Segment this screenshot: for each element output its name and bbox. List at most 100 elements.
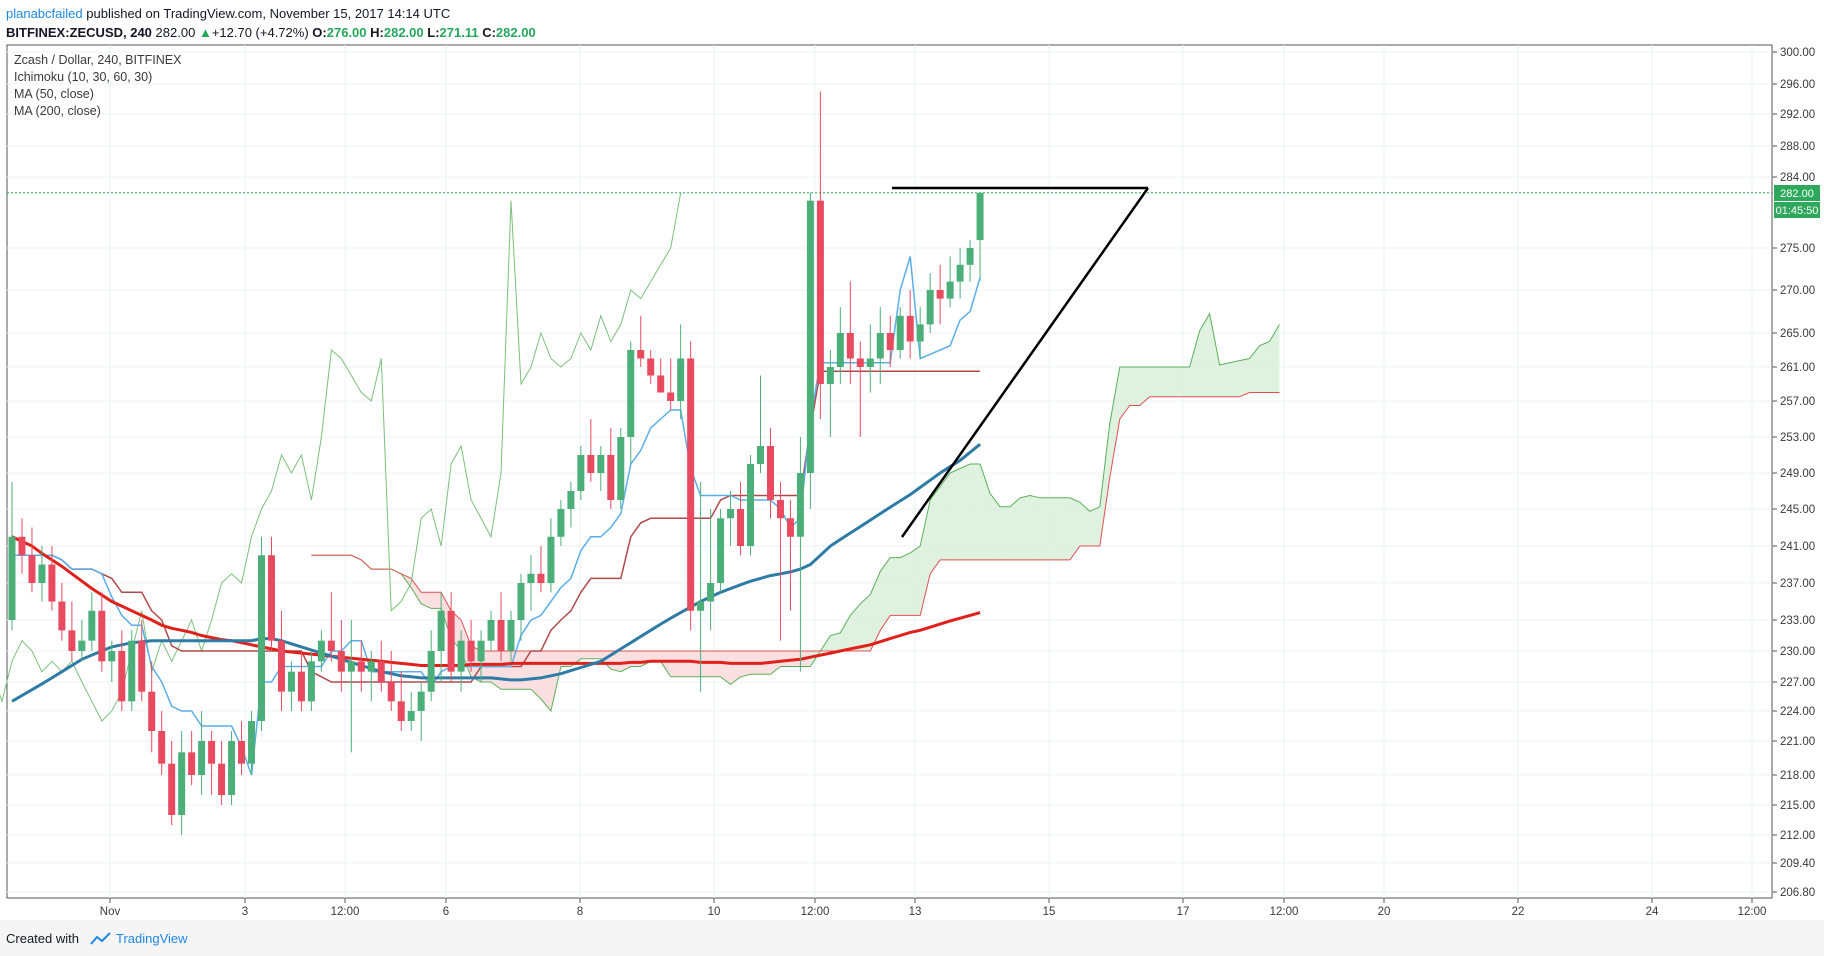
candle-body-68 xyxy=(687,358,695,611)
plot-area xyxy=(6,44,1773,899)
x-tick-label-1: 3 xyxy=(242,906,248,918)
open-value: 276.00 xyxy=(326,25,367,40)
y-tick-label-19: 221.00 xyxy=(1780,736,1815,748)
cloud-segment-13 xyxy=(431,592,442,609)
author-link[interactable]: planabcfailed xyxy=(6,6,83,21)
price-chart[interactable]: 300.00 296.00 292.00 288.00 284.00 275.00 270.… xyxy=(0,0,1824,920)
cloud-segment-82 xyxy=(1119,367,1130,419)
candle-body-69 xyxy=(697,601,705,611)
cloud-segment-75 xyxy=(1049,497,1060,560)
candle-body-5 xyxy=(58,601,66,631)
candle-body-16 xyxy=(168,763,176,815)
cloud-segment-88 xyxy=(1179,367,1190,397)
cloud-segment-94 xyxy=(1239,358,1250,397)
candle-body-36 xyxy=(367,661,375,672)
cloud-segment-96 xyxy=(1259,341,1270,393)
cloud-segment-37 xyxy=(670,651,681,677)
cloud-segment-57 xyxy=(870,571,881,651)
candle-body-13 xyxy=(138,640,146,692)
candle-body-37 xyxy=(377,661,385,682)
candle-body-87 xyxy=(876,333,884,359)
publish-line: planabcfailed published on TradingView.c… xyxy=(6,4,1816,23)
candle-body-43 xyxy=(437,610,445,651)
legend-ma50[interactable]: MA (50, close) xyxy=(14,87,94,101)
cloud-segment-90 xyxy=(1199,313,1210,397)
legend-ichimoku[interactable]: Ichimoku (10, 30, 60, 30) xyxy=(14,70,152,84)
y-tick-label-7: 265.00 xyxy=(1780,328,1815,340)
candle-body-80 xyxy=(806,200,814,473)
y-tick-label-21: 215.00 xyxy=(1780,800,1815,812)
cloud-segment-87 xyxy=(1169,367,1180,397)
chart-grid xyxy=(6,44,1773,899)
ascending-trendline xyxy=(900,187,1150,538)
candle-body-54 xyxy=(547,536,555,583)
cloud-segment-53 xyxy=(830,632,841,651)
cloud-segment-42 xyxy=(720,651,731,685)
candle-body-97 xyxy=(976,192,984,241)
tradingview-logo-icon xyxy=(90,932,111,945)
cloud-segment-21 xyxy=(511,651,521,690)
cloud-segment-31 xyxy=(610,651,621,672)
y-tick-label-1: 296.00 xyxy=(1780,79,1815,91)
footer-bar: Created with TradingView xyxy=(0,920,1824,956)
legend-title: Zcash / Dollar, 240, BITFINEX xyxy=(14,53,182,67)
candle-body-18 xyxy=(188,752,196,775)
legend-ma200[interactable]: MA (200, close) xyxy=(14,104,101,118)
x-tick-label-11: 20 xyxy=(1378,906,1391,918)
chart-legend: Zcash / Dollar, 240, BITFINEX Ichimoku (… xyxy=(14,53,182,118)
candle-body-75 xyxy=(757,446,764,464)
cloud-segment-60 xyxy=(900,552,911,616)
cloud-segment-84 xyxy=(1139,367,1150,406)
y-tick-label-10: 253.00 xyxy=(1780,432,1815,444)
candle-body-31 xyxy=(317,640,325,662)
candle-body-24 xyxy=(248,721,256,764)
x-tick-label-13: 24 xyxy=(1646,906,1659,918)
published-text: published on TradingView.com, November 1… xyxy=(86,6,451,21)
candle-body-95 xyxy=(956,264,964,282)
high-value: 282.00 xyxy=(383,25,424,40)
candle-body-78 xyxy=(786,518,794,537)
y-tick-label-24: 206.80 xyxy=(1780,887,1815,899)
candle-body-86 xyxy=(866,358,874,367)
price-change: +12.70 (+4.72%) xyxy=(211,25,309,40)
y-tick-label-22: 212.00 xyxy=(1780,830,1815,842)
candle-body-48 xyxy=(487,620,495,641)
triangle-drawing[interactable] xyxy=(892,186,1150,538)
low-label: L: xyxy=(427,25,440,40)
cloud-segment-97 xyxy=(1269,324,1280,393)
y-tick-label-2: 292.00 xyxy=(1780,109,1815,121)
cloud-segment-29 xyxy=(590,651,601,659)
candle-body-25 xyxy=(258,555,265,721)
up-arrow-icon: ▲ xyxy=(198,25,212,40)
candle-body-44 xyxy=(447,610,455,672)
candle-body-30 xyxy=(307,661,315,702)
tradingview-brand-link[interactable]: TradingView xyxy=(116,931,188,946)
y-tick-label-20: 218.00 xyxy=(1780,770,1815,782)
cloud-segment-41 xyxy=(710,651,721,677)
x-tick-label-9: 17 xyxy=(1177,906,1190,918)
candle-body-52 xyxy=(527,573,535,583)
cloud-segment-58 xyxy=(880,557,891,631)
candle-body-21 xyxy=(218,763,226,795)
cloud-segment-16 xyxy=(461,620,472,677)
candle-body-66 xyxy=(667,392,675,401)
candle-body-65 xyxy=(657,375,665,393)
candle-body-20 xyxy=(208,741,216,764)
candle-body-40 xyxy=(407,711,415,721)
candle-body-17 xyxy=(178,752,186,815)
y-tick-label-6: 270.00 xyxy=(1780,285,1815,297)
y-tick-label-4: 284.00 xyxy=(1780,172,1815,184)
candle-body-51 xyxy=(517,583,525,620)
cloud-segment-67 xyxy=(970,464,981,560)
candle-body-41 xyxy=(417,691,425,711)
candlestick-series[interactable] xyxy=(8,91,984,836)
candle-body-73 xyxy=(737,509,745,546)
last-price-tag: 282.00 01:45:50 xyxy=(1774,185,1820,218)
candle-body-14 xyxy=(148,691,156,731)
candle-body-55 xyxy=(557,509,565,537)
y-tick-label-15: 233.00 xyxy=(1780,615,1815,627)
y-tick-label-18: 224.00 xyxy=(1780,706,1815,718)
cloud-segment-33 xyxy=(630,651,641,667)
ichimoku-cloud xyxy=(311,312,1280,713)
candle-body-61 xyxy=(617,437,625,500)
